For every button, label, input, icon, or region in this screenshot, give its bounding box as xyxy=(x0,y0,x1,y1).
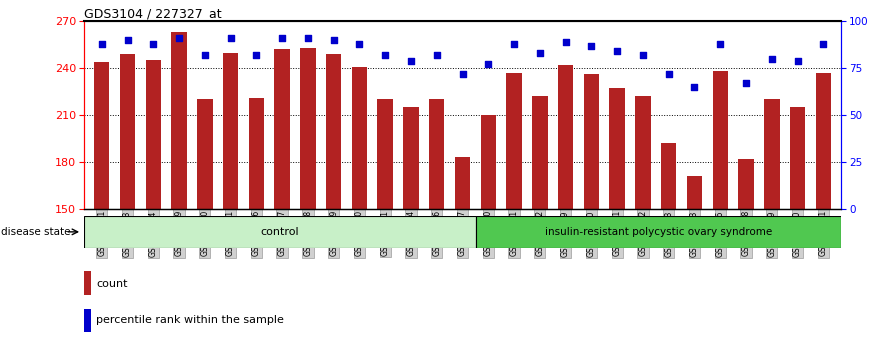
Point xyxy=(765,56,779,62)
Point xyxy=(403,58,418,63)
Bar xyxy=(480,115,496,209)
Bar xyxy=(661,143,677,209)
Point xyxy=(559,39,573,45)
Text: count: count xyxy=(96,279,128,289)
Bar xyxy=(84,309,91,332)
Bar xyxy=(686,176,702,209)
Bar xyxy=(248,98,264,209)
Bar xyxy=(326,54,342,209)
Point xyxy=(790,58,804,63)
Point xyxy=(121,37,135,43)
Bar xyxy=(764,99,780,209)
Bar xyxy=(94,62,109,209)
Bar xyxy=(197,99,212,209)
Point xyxy=(455,71,470,76)
Bar xyxy=(583,74,599,209)
Bar xyxy=(403,107,418,209)
Bar xyxy=(507,73,522,209)
Bar xyxy=(476,216,841,248)
Bar xyxy=(713,71,728,209)
Bar xyxy=(789,107,805,209)
Point xyxy=(714,41,728,47)
Bar xyxy=(610,88,625,209)
Point xyxy=(584,43,598,48)
Point xyxy=(739,80,753,86)
Point xyxy=(300,35,315,41)
Point xyxy=(224,35,238,41)
Text: disease state: disease state xyxy=(1,227,70,237)
Point xyxy=(197,52,211,58)
Bar xyxy=(532,96,548,209)
Point xyxy=(481,62,495,67)
Point xyxy=(611,48,625,54)
Point xyxy=(172,35,186,41)
Point xyxy=(352,41,366,47)
Bar xyxy=(635,96,651,209)
Point xyxy=(636,52,650,58)
Point xyxy=(817,41,831,47)
Text: control: control xyxy=(260,227,299,237)
Text: insulin-resistant polycystic ovary syndrome: insulin-resistant polycystic ovary syndr… xyxy=(544,227,772,237)
Point xyxy=(327,37,341,43)
Point xyxy=(430,52,444,58)
Point xyxy=(146,41,160,47)
Bar xyxy=(145,60,161,209)
Bar xyxy=(120,54,136,209)
Point xyxy=(275,35,289,41)
Bar xyxy=(352,67,367,209)
Point xyxy=(249,52,263,58)
Point xyxy=(687,84,701,90)
Bar xyxy=(816,73,831,209)
Bar xyxy=(429,99,445,209)
Point xyxy=(662,71,676,76)
Bar xyxy=(274,50,290,209)
Bar xyxy=(455,157,470,209)
Point xyxy=(533,50,547,56)
Point xyxy=(507,41,522,47)
Bar xyxy=(300,48,315,209)
Text: GDS3104 / 227327_at: GDS3104 / 227327_at xyxy=(84,7,221,20)
Bar xyxy=(738,159,754,209)
Bar xyxy=(84,271,91,295)
Point xyxy=(378,52,392,58)
Bar xyxy=(84,216,476,248)
Bar xyxy=(223,52,239,209)
Text: percentile rank within the sample: percentile rank within the sample xyxy=(96,315,284,325)
Bar xyxy=(171,32,187,209)
Point xyxy=(94,41,108,47)
Bar xyxy=(377,99,393,209)
Bar xyxy=(558,65,574,209)
